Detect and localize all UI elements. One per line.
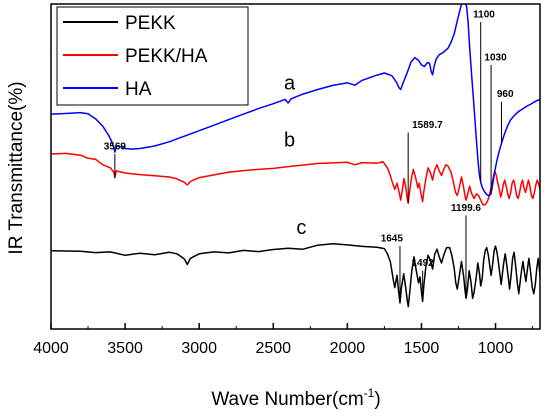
legend: PEKK PEKK/HA HA xyxy=(56,6,249,106)
annotation-label-1589-7: 1589.7 xyxy=(412,120,443,131)
annotation-label-1030: 1030 xyxy=(484,52,507,63)
x-tick-label-2000: 2000 xyxy=(330,340,366,357)
annotation-label-1100: 1100 xyxy=(473,9,495,20)
curve-label-a: a xyxy=(284,73,296,95)
plot-frame xyxy=(50,3,541,330)
x-tick-label-1000: 1000 xyxy=(478,340,514,357)
x-tick-label-4000: 4000 xyxy=(33,340,69,357)
series-line-pekk-ha xyxy=(51,152,540,206)
annotation-label-1645: 1645 xyxy=(381,234,404,245)
x-tick-label-3500: 3500 xyxy=(107,340,143,357)
annotation-label-960: 960 xyxy=(497,89,514,100)
annotation-label-1492: 1492 xyxy=(412,258,435,269)
annotation-label-3569: 3569 xyxy=(104,141,127,152)
legend-label-ha: HA xyxy=(125,79,152,100)
x-tick-label-3000: 3000 xyxy=(181,340,217,357)
x-tick-label-1500: 1500 xyxy=(404,340,440,357)
legend-label-pekk: PEKK xyxy=(125,13,176,34)
legend-label-pekk-ha: PEKK/HA xyxy=(125,46,208,67)
series-line-pekk xyxy=(51,242,540,308)
x-axis-label: Wave Number(cm-1) xyxy=(211,386,380,410)
curve-label-b: b xyxy=(284,129,295,151)
x-tick-label-2500: 2500 xyxy=(255,340,291,357)
y-axis-label: IR Transmittance(%) xyxy=(6,81,27,254)
annotation-label-1199-6: 1199.6 xyxy=(451,203,481,214)
series-line-ha xyxy=(51,4,540,197)
curve-label-c: c xyxy=(296,217,306,239)
